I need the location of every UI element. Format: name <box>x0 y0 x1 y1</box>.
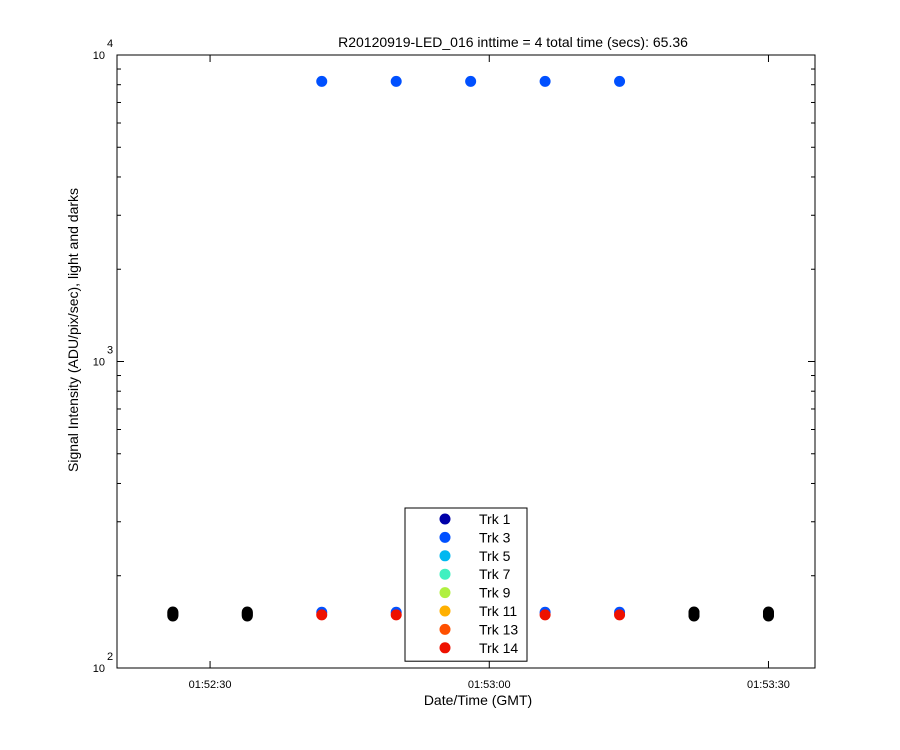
legend-marker <box>439 513 451 525</box>
legend-entry-label: Trk 14 <box>479 640 518 656</box>
dark-point <box>688 610 700 622</box>
series-point-7 <box>539 609 551 621</box>
legend-entry-label: Trk 7 <box>479 566 511 582</box>
legend-entry-label: Trk 9 <box>479 585 511 601</box>
y-tick-label: 10 <box>93 663 105 675</box>
legend-entry-label: Trk 1 <box>479 511 511 527</box>
dark-point <box>241 610 253 622</box>
dark-point <box>167 610 179 622</box>
y-tick-label: 10 <box>93 50 105 62</box>
x-tick-label: 01:52:30 <box>189 679 232 691</box>
x-tick-label: 01:53:30 <box>747 679 790 691</box>
series-point-7 <box>390 609 402 621</box>
legend-marker <box>439 568 451 580</box>
legend-entry-label: Trk 5 <box>479 548 511 564</box>
legend-marker <box>439 642 451 654</box>
y-tick-exponent: 2 <box>107 651 113 663</box>
dark-point <box>762 610 774 622</box>
legend-marker <box>439 531 451 543</box>
legend-box <box>404 507 528 662</box>
x-axis-label: Date/Time (GMT) <box>424 692 532 708</box>
chart-title: R20120919-LED_016 inttime = 4 total time… <box>338 34 688 50</box>
series-point-7 <box>614 609 626 621</box>
data-marks <box>167 75 774 622</box>
x-tick-label: 01:53:00 <box>468 679 511 691</box>
legend-marker <box>439 605 451 617</box>
y-axis-label: Signal Intensity (ADU/pix/sec), light an… <box>65 188 81 472</box>
y-tick-label: 10 <box>93 357 105 369</box>
y-tick-exponent: 4 <box>107 38 113 50</box>
series-point-1 <box>316 75 328 87</box>
series-point-1 <box>465 75 477 87</box>
series-point-1 <box>390 75 402 87</box>
legend-marker <box>439 587 451 599</box>
legend-entry-label: Trk 3 <box>479 529 511 545</box>
series-point-1 <box>539 75 551 87</box>
legend-entry-label: Trk 11 <box>479 603 517 619</box>
legend: Trk 1 Trk 3 Trk 5 Trk 7 Trk 9 Trk 11 Trk 13 Trk… <box>404 507 528 662</box>
y-tick-exponent: 3 <box>107 345 113 357</box>
legend-marker <box>439 623 451 635</box>
series-point-1 <box>614 75 626 87</box>
legend-entry-label: Trk 13 <box>479 621 518 637</box>
legend-marker <box>439 550 451 562</box>
series-point-7 <box>316 609 328 621</box>
